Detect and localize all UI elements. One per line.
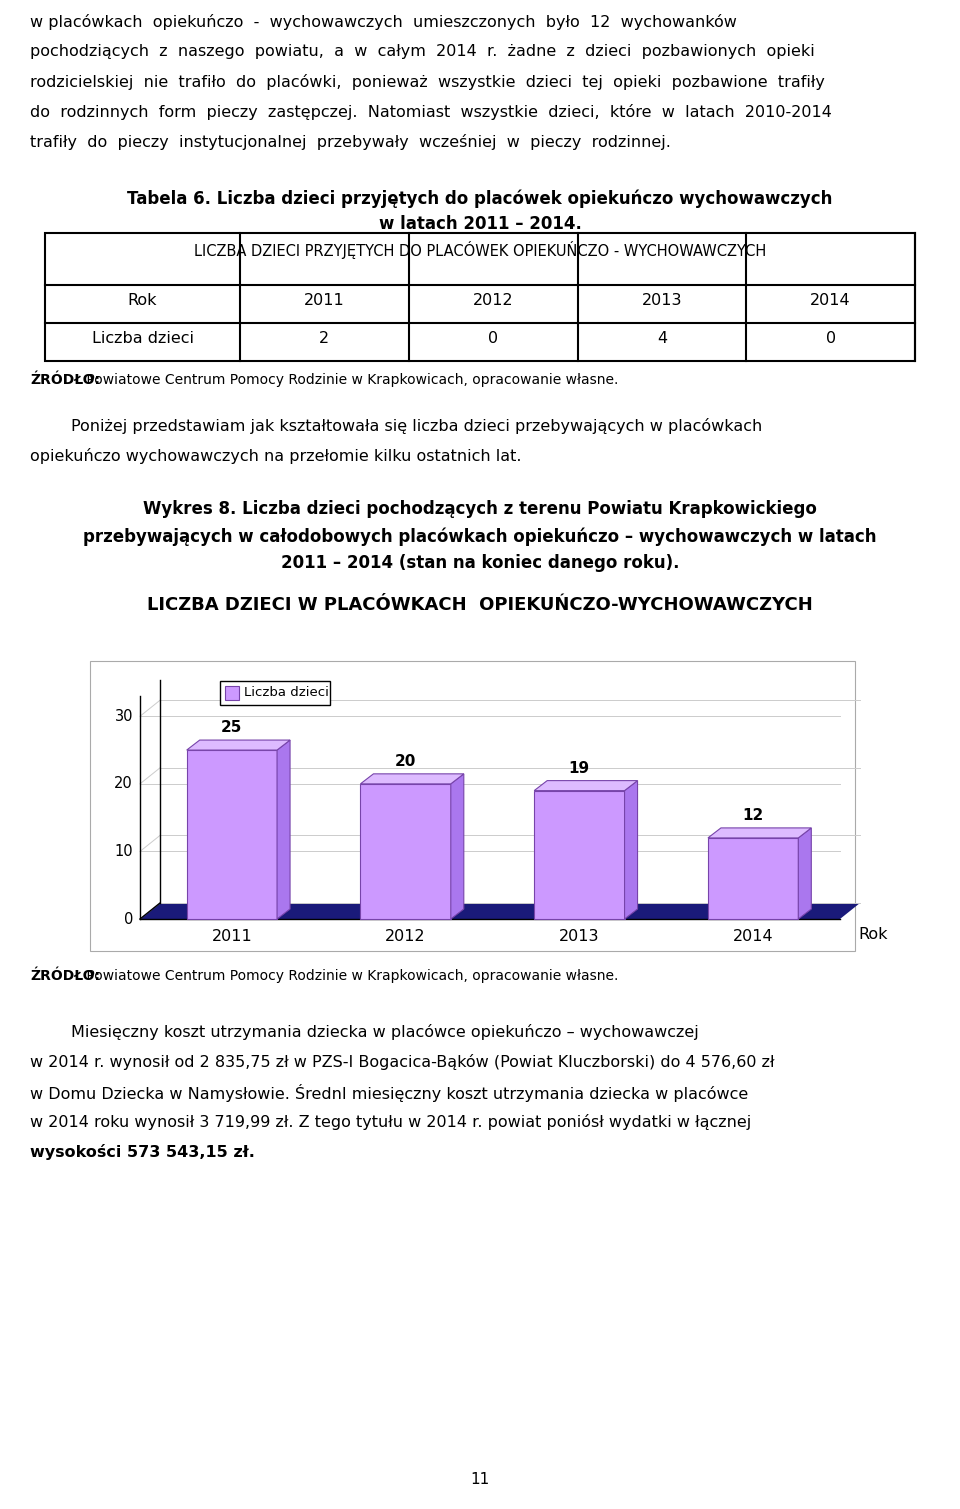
Bar: [220, 681, 330, 705]
Text: Poniżej przedstawiam jak kształtowała się liczba dzieci przebywających w placówk: Poniżej przedstawiam jak kształtowała si…: [30, 418, 762, 435]
Text: Liczba dzieci: Liczba dzieci: [244, 687, 329, 700]
Text: Miesięczny koszt utrzymania dziecka w placówce opiekuńczo – wychowawczej: Miesięczny koszt utrzymania dziecka w pl…: [30, 1025, 699, 1040]
Text: Rok: Rok: [128, 293, 157, 308]
Polygon shape: [277, 739, 290, 919]
Bar: [186, 750, 277, 919]
Text: Rok: Rok: [858, 927, 887, 942]
Text: 0: 0: [488, 330, 498, 346]
Polygon shape: [534, 780, 637, 791]
Text: 4: 4: [657, 330, 667, 346]
Text: 10: 10: [114, 844, 133, 859]
Text: w latach 2011 – 2014.: w latach 2011 – 2014.: [378, 214, 582, 232]
Text: 2011: 2011: [304, 293, 345, 308]
Text: wysokości 573 543,15 zł.: wysokości 573 543,15 zł.: [30, 1144, 254, 1160]
Bar: [90, 661, 855, 951]
Text: LICZBA DZIECI W PLACÓWKACH  OPIEKUŃCZO-WYCHOWAWCZYCH: LICZBA DZIECI W PLACÓWKACH OPIEKUŃCZO-WY…: [147, 596, 813, 614]
Text: 2: 2: [320, 330, 329, 346]
Text: Powiatowe Centrum Pomocy Rodzinie w Krapkowicach, opracowanie własne.: Powiatowe Centrum Pomocy Rodzinie w Krap…: [82, 969, 618, 982]
Bar: [45, 232, 915, 361]
Text: w placówkach  opiekuńczo  -  wychowawczych  umieszczonych  było  12  wychowanków: w placówkach opiekuńczo - wychowawczych …: [30, 14, 737, 30]
Text: 0: 0: [124, 911, 133, 927]
Text: przebywających w całodobowych placówkach opiekuńczo – wychowawczych w latach: przebywających w całodobowych placówkach…: [84, 527, 876, 545]
Text: rodzicielskiej  nie  trafiło  do  placówki,  ponieważ  wszystkie  dzieci  tej  o: rodzicielskiej nie trafiło do placówki, …: [30, 74, 825, 91]
Polygon shape: [708, 828, 811, 837]
Text: 2014: 2014: [810, 293, 851, 308]
Text: 2011 – 2014 (stan na koniec danego roku).: 2011 – 2014 (stan na koniec danego roku)…: [280, 554, 680, 572]
Text: ŹRÓDŁO:: ŹRÓDŁO:: [30, 969, 100, 982]
Polygon shape: [451, 774, 464, 919]
Text: 2012: 2012: [385, 930, 426, 945]
Text: pochodziących  z  naszego  powiatu,  a  w  całym  2014  r.  żadne  z  dzieci  po: pochodziących z naszego powiatu, a w cał…: [30, 44, 815, 59]
Text: 2012: 2012: [473, 293, 514, 308]
Text: LICZBA DZIECI PRZYJĘTYCH DO PLACÓWEK OPIEKUŃCZO - WYCHOWAWCZYCH: LICZBA DZIECI PRZYJĘTYCH DO PLACÓWEK OPI…: [194, 241, 766, 260]
Text: Powiatowe Centrum Pomocy Rodzinie w Krapkowicach, opracowanie własne.: Powiatowe Centrum Pomocy Rodzinie w Krap…: [82, 373, 618, 386]
Text: Wykres 8. Liczba dzieci pochodzących z terenu Powiatu Krapkowickiego: Wykres 8. Liczba dzieci pochodzących z t…: [143, 499, 817, 518]
Text: Liczba dzieci: Liczba dzieci: [91, 330, 194, 346]
Text: w Domu Dziecka w Namysłowie. ŚrednI miesięczny koszt utrzymania dziecka w placów: w Domu Dziecka w Namysłowie. ŚrednI mies…: [30, 1083, 748, 1102]
Text: 0: 0: [826, 330, 836, 346]
Text: 2014: 2014: [732, 930, 774, 945]
Text: 30: 30: [114, 709, 133, 724]
Text: 2011: 2011: [211, 930, 252, 945]
Text: w 2014 roku wynosił 3 719,99 zł. Z tego tytułu w 2014 r. powiat poniósł wydatki : w 2014 roku wynosił 3 719,99 zł. Z tego …: [30, 1114, 752, 1130]
Polygon shape: [625, 780, 637, 919]
Text: w 2014 r. wynosił od 2 835,75 zł w PZS-I Bogacica-Bąków (Powiat Kluczborski) do : w 2014 r. wynosił od 2 835,75 zł w PZS-I…: [30, 1053, 775, 1070]
Text: 2013: 2013: [641, 293, 683, 308]
Text: ŹRÓDŁO:: ŹRÓDŁO:: [30, 373, 100, 386]
Text: 20: 20: [114, 776, 133, 791]
Polygon shape: [140, 902, 860, 919]
Polygon shape: [360, 774, 464, 783]
Bar: [708, 837, 799, 919]
Text: trafiły  do  pieczy  instytucjonalnej  przebywały  wcześniej  w  pieczy  rodzinn: trafiły do pieczy instytucjonalnej przeb…: [30, 134, 671, 149]
Text: 25: 25: [221, 720, 243, 735]
Polygon shape: [799, 828, 811, 919]
Text: 20: 20: [395, 754, 417, 770]
Polygon shape: [186, 739, 290, 750]
Text: opiekuńczo wychowawczych na przełomie kilku ostatnich lat.: opiekuńczo wychowawczych na przełomie ki…: [30, 448, 521, 463]
Text: Tabela 6. Liczba dzieci przyjętych do placówek opiekuńczo wychowawczych: Tabela 6. Liczba dzieci przyjętych do pl…: [128, 189, 832, 208]
Bar: [225, 687, 239, 700]
Text: 12: 12: [742, 807, 764, 822]
Text: 19: 19: [569, 761, 590, 776]
Bar: [360, 783, 451, 919]
Text: 2013: 2013: [559, 930, 600, 945]
Text: do  rodzinnych  form  pieczy  zastępczej.  Natomiast  wszystkie  dzieci,  które : do rodzinnych form pieczy zastępczej. Na…: [30, 104, 832, 121]
Bar: [534, 791, 625, 919]
Text: 11: 11: [470, 1471, 490, 1486]
